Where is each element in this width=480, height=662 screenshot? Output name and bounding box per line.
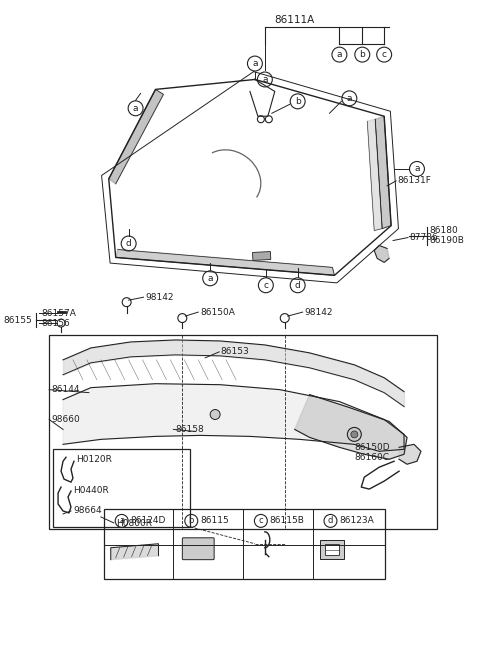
Polygon shape [367,119,382,230]
Polygon shape [374,246,389,262]
Text: 86150D: 86150D [354,443,390,452]
Text: H0800R: H0800R [116,520,152,528]
Text: a: a [133,104,138,113]
Polygon shape [399,444,421,464]
Polygon shape [111,544,158,559]
Polygon shape [63,384,404,451]
Text: 86144: 86144 [51,385,80,394]
Text: b: b [189,516,194,526]
Text: 86124D: 86124D [131,516,166,526]
Text: b: b [295,97,300,106]
Text: 86158: 86158 [175,425,204,434]
Polygon shape [109,89,164,184]
Text: a: a [336,50,342,59]
Text: a: a [347,94,352,103]
Text: 86155: 86155 [3,316,32,324]
Text: 86131F: 86131F [397,176,431,185]
Text: 86153: 86153 [220,348,249,356]
Circle shape [348,428,361,442]
Bar [324,544,339,555]
Text: 86180: 86180 [429,226,457,235]
Polygon shape [375,117,391,228]
Text: d: d [126,239,132,248]
Text: a: a [414,164,420,173]
Text: 87786: 87786 [409,233,438,242]
Polygon shape [116,250,335,275]
Text: d: d [295,281,300,290]
Bar [49,335,437,529]
Text: H0120R: H0120R [76,455,112,464]
Text: 86150A: 86150A [200,308,235,316]
Bar [320,540,344,559]
Text: 86123A: 86123A [339,516,374,526]
Text: 98664: 98664 [73,506,102,516]
Text: c: c [259,516,263,526]
Text: 86115B: 86115B [270,516,305,526]
Text: a: a [207,274,213,283]
Bar [252,252,271,260]
Text: c: c [264,281,268,290]
Text: 98142: 98142 [305,308,333,316]
Bar [104,509,385,579]
Text: d: d [328,516,333,526]
Text: c: c [382,50,387,59]
Text: 98142: 98142 [145,293,174,302]
Circle shape [210,410,220,420]
Text: 86156: 86156 [41,318,70,328]
Text: 86190B: 86190B [429,236,464,245]
Text: 86157A: 86157A [41,308,76,318]
FancyBboxPatch shape [182,538,214,559]
Circle shape [351,431,358,438]
Text: 86111A: 86111A [275,15,315,24]
Polygon shape [295,395,407,459]
Text: a: a [119,516,124,526]
Text: b: b [360,50,365,59]
Text: H0440R: H0440R [73,485,109,495]
Text: 86115: 86115 [200,516,229,526]
Text: a: a [252,59,258,68]
Text: 98660: 98660 [51,415,80,424]
Text: a: a [262,75,268,84]
Text: 86160C: 86160C [354,453,389,462]
Bar [53,449,190,527]
